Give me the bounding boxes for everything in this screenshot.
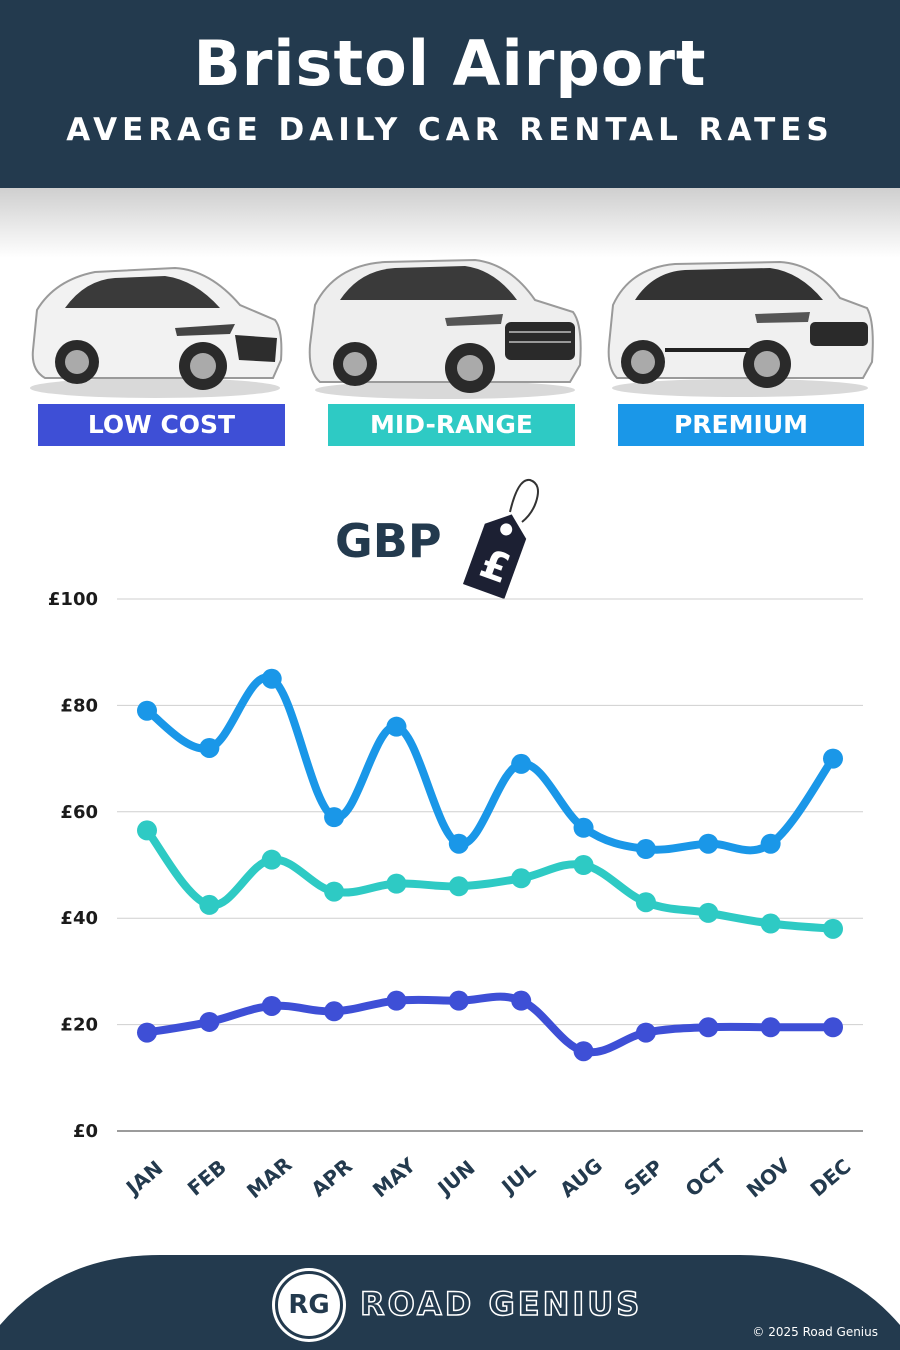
brand-name: ROAD GENIUS bbox=[359, 1284, 643, 1324]
header-banner: Bristol Airport AVERAGE DAILY CAR RENTAL… bbox=[0, 0, 900, 188]
data-point bbox=[261, 849, 282, 870]
footer-banner bbox=[0, 1255, 900, 1350]
x-tick-label: OCT bbox=[681, 1154, 731, 1202]
data-point bbox=[635, 892, 656, 913]
data-point bbox=[386, 716, 407, 737]
data-point bbox=[573, 855, 594, 875]
data-point bbox=[448, 990, 469, 1011]
category-label-premium: PREMIUM bbox=[618, 404, 864, 446]
data-point bbox=[823, 918, 843, 939]
chart-grid bbox=[117, 598, 863, 1132]
data-point bbox=[823, 748, 843, 769]
data-point bbox=[698, 1017, 719, 1038]
currency-label: GBP bbox=[335, 514, 442, 568]
header-shadow bbox=[0, 188, 900, 258]
x-tick-label: FEB bbox=[183, 1155, 231, 1201]
data-point bbox=[448, 876, 469, 897]
data-point bbox=[448, 833, 469, 854]
data-point bbox=[635, 1022, 656, 1043]
x-tick-label: JUL bbox=[495, 1157, 540, 1200]
series-line-premium bbox=[143, 673, 837, 855]
y-tick-label: £100 bbox=[48, 589, 98, 610]
price-tag-icon: £ bbox=[462, 478, 539, 599]
x-axis-ticks: JAN FEB MAR APR MAY JUN JUL AUG SEP OCT NOV DEC bbox=[120, 1152, 855, 1203]
x-tick-label: APR bbox=[306, 1154, 356, 1202]
data-point bbox=[823, 1017, 843, 1038]
data-point bbox=[760, 833, 781, 854]
data-point bbox=[698, 902, 719, 923]
copyright-text: © 2025 Road Genius bbox=[752, 1325, 878, 1339]
hatchback-car-image bbox=[30, 266, 283, 398]
y-tick-label: £40 bbox=[60, 908, 98, 929]
x-tick-label: MAY bbox=[368, 1153, 421, 1203]
y-tick-label: £60 bbox=[60, 802, 98, 823]
data-point bbox=[386, 873, 407, 894]
data-point bbox=[573, 1041, 594, 1062]
x-tick-label: SEP bbox=[619, 1155, 667, 1201]
data-point bbox=[137, 1022, 157, 1043]
data-point bbox=[324, 881, 345, 902]
data-point bbox=[137, 820, 157, 841]
y-tick-label: £20 bbox=[60, 1015, 98, 1036]
x-tick-label: MAR bbox=[242, 1152, 296, 1203]
chart-series bbox=[137, 668, 843, 1062]
page-title: Bristol Airport bbox=[193, 27, 707, 100]
data-point bbox=[324, 807, 345, 828]
data-point bbox=[511, 753, 532, 774]
road-genius-logo-icon: RG bbox=[275, 1271, 343, 1339]
x-tick-label: JUN bbox=[432, 1155, 480, 1201]
data-point bbox=[199, 894, 220, 915]
data-point bbox=[760, 913, 781, 934]
x-tick-label: JAN bbox=[120, 1156, 167, 1201]
data-point bbox=[199, 737, 220, 758]
y-tick-label: £0 bbox=[73, 1121, 98, 1142]
data-point bbox=[137, 700, 157, 721]
x-tick-label: DEC bbox=[806, 1154, 856, 1201]
data-point bbox=[635, 839, 656, 860]
data-point bbox=[261, 668, 282, 689]
suv-car-image bbox=[308, 258, 582, 399]
data-point bbox=[511, 990, 532, 1011]
x-tick-label: AUG bbox=[555, 1153, 607, 1202]
data-point bbox=[760, 1017, 781, 1038]
data-point bbox=[261, 995, 282, 1016]
luxury-suv-car-image bbox=[607, 260, 874, 397]
page-subtitle: AVERAGE DAILY CAR RENTAL RATES bbox=[66, 112, 834, 148]
line-chart: £0 £20 £40 £60 £80 £100 JAN FEB MAR APR MAY JUN JUL… bbox=[48, 589, 863, 1203]
data-point bbox=[511, 868, 532, 889]
category-label-mid-range: MID-RANGE bbox=[328, 404, 575, 446]
y-tick-label: £80 bbox=[60, 695, 98, 716]
data-point bbox=[573, 817, 594, 838]
x-tick-label: NOV bbox=[742, 1152, 795, 1202]
data-point bbox=[698, 833, 719, 854]
y-axis-ticks: £0 £20 £40 £60 £80 £100 bbox=[48, 589, 98, 1142]
data-point bbox=[386, 990, 407, 1011]
category-label-low-cost: LOW COST bbox=[38, 404, 285, 446]
data-point bbox=[324, 1001, 345, 1022]
data-point bbox=[199, 1011, 220, 1032]
